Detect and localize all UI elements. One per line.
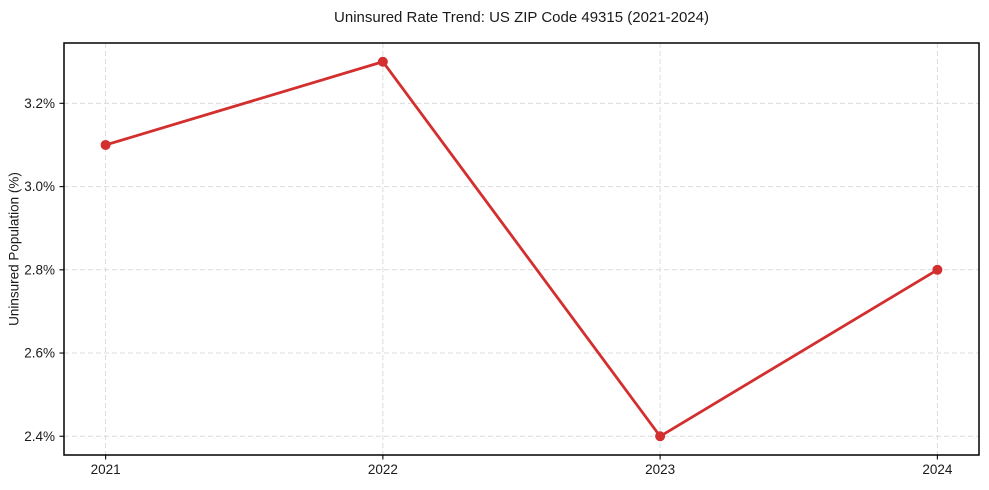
- data-point-marker: [932, 264, 943, 275]
- x-tick-label: 2021: [91, 462, 121, 477]
- y-tick-label: 2.8%: [24, 262, 55, 277]
- x-tick-label: 2022: [368, 462, 398, 477]
- x-tick-label: 2023: [645, 462, 675, 477]
- data-point-marker: [100, 139, 111, 150]
- y-tick-label: 2.4%: [24, 429, 55, 444]
- chart-title: Uninsured Rate Trend: US ZIP Code 49315 …: [334, 9, 709, 26]
- trend-line: [104, 60, 939, 438]
- x-tick-label: 2024: [922, 462, 953, 477]
- y-tick-label: 2.6%: [24, 346, 55, 361]
- y-tick-label: 3.2%: [24, 96, 55, 111]
- y-tick-label: 3.0%: [24, 179, 55, 194]
- data-point-marker: [655, 431, 666, 442]
- plot-frame: [63, 42, 980, 456]
- data-point-marker: [377, 56, 388, 67]
